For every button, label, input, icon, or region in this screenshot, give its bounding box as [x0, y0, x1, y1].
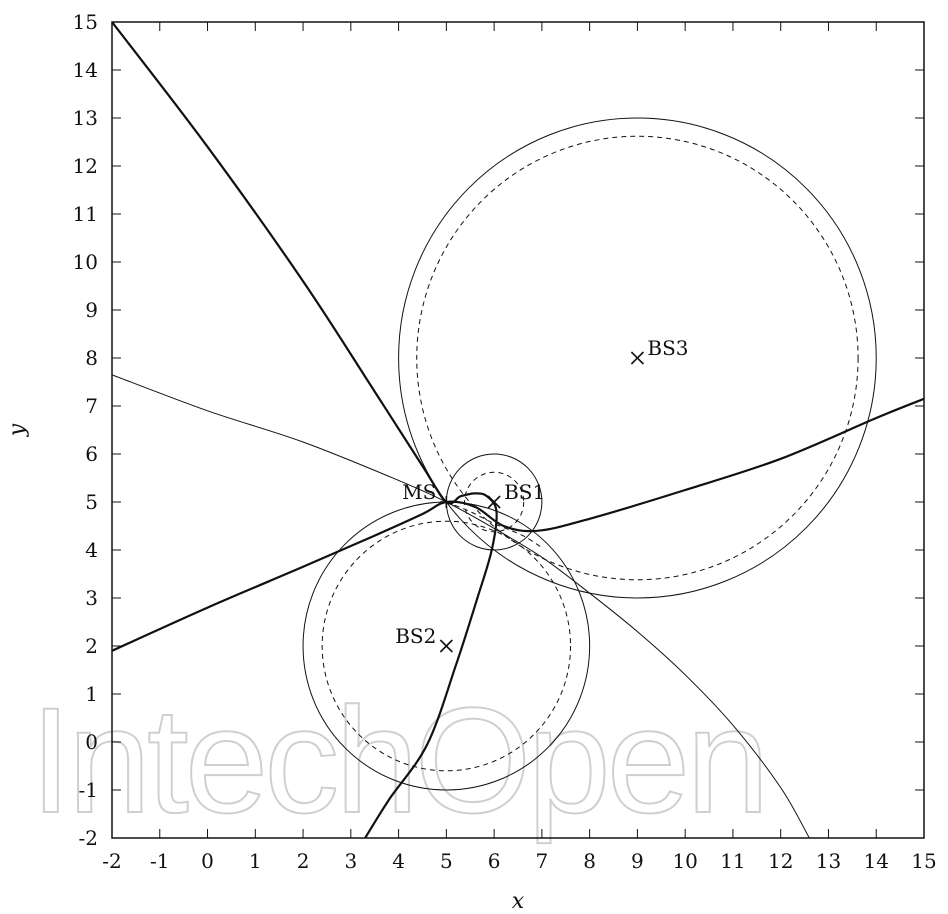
y-tick-label: 1 [85, 682, 98, 706]
series-line-0 [112, 22, 498, 838]
series-line-3 [446, 501, 543, 549]
watermark: IntechOpen [29, 675, 771, 845]
y-tick-label: 13 [73, 106, 98, 130]
y-axis-title: y [5, 423, 30, 437]
x-tick-label: 1 [249, 849, 262, 873]
y-tick-label: 15 [73, 10, 98, 34]
point-label: BS3 [647, 336, 688, 360]
series-line-2 [112, 374, 810, 838]
y-tick-label: 3 [85, 586, 98, 610]
y-tick-label: 4 [85, 538, 98, 562]
x-tick-label: 0 [201, 849, 214, 873]
watermark-text: IntechOpen [30, 676, 766, 844]
y-tick-label: 9 [85, 298, 98, 322]
point-marker [630, 351, 644, 365]
point-label: MS [402, 480, 436, 504]
x-tick-label: 7 [536, 849, 549, 873]
point-bs3: BS3 [630, 336, 689, 365]
x-tick-label: 8 [583, 849, 596, 873]
axes [111, 21, 925, 839]
y-tick-label: -2 [79, 826, 98, 850]
x-tick-label: 3 [344, 849, 357, 873]
point-label: BS1 [504, 480, 545, 504]
y-tick-label: 7 [85, 394, 98, 418]
y-tick-label: 12 [73, 154, 98, 178]
solid-circle-4 [398, 117, 877, 599]
x-tick-label: -1 [150, 849, 169, 873]
x-tick-label: 6 [488, 849, 501, 873]
y-tick-label: 2 [85, 634, 98, 658]
dashed-circle-5 [416, 135, 859, 581]
x-tick-label: 12 [768, 849, 793, 873]
x-tick-label: 11 [720, 849, 745, 873]
y-tick-label: 8 [85, 346, 98, 370]
y-tick-label: 14 [73, 58, 98, 82]
point-bs2: BS2 [395, 624, 453, 653]
y-tick-label: 11 [73, 202, 98, 226]
x-tick-label: 13 [816, 849, 841, 873]
y-tick-label: 6 [85, 442, 98, 466]
y-tick-label: 5 [85, 490, 98, 514]
point-ms: MS [402, 480, 453, 508]
series-line-1 [112, 397, 924, 652]
x-tick-label: 10 [672, 849, 697, 873]
x-tick-label: -2 [102, 849, 121, 873]
x-tick-label: 14 [864, 849, 889, 873]
point-marker [487, 495, 501, 509]
plot-area [112, 22, 924, 838]
x-tick-label: 5 [440, 849, 453, 873]
point-label: BS2 [395, 624, 436, 648]
plot-frame [111, 21, 925, 839]
x-tick-label: 4 [392, 849, 405, 873]
y-tick-label: 0 [85, 730, 98, 754]
x-tick-label: 2 [297, 849, 310, 873]
dashed-circle-3 [321, 520, 572, 772]
x-axis-title: x [512, 889, 525, 914]
point-bs1: BS1 [487, 480, 545, 509]
y-tick-label: 10 [73, 250, 98, 274]
y-tick-label: -1 [79, 778, 98, 802]
point-marker [439, 639, 453, 653]
labels: -2 -1 0 1 2 3 4 5 6 7 8 9 10 11 12 13 14 15-2-10123456789… [5, 10, 937, 914]
x-tick-label: 9 [631, 849, 644, 873]
x-tick-label: 15 [911, 849, 936, 873]
